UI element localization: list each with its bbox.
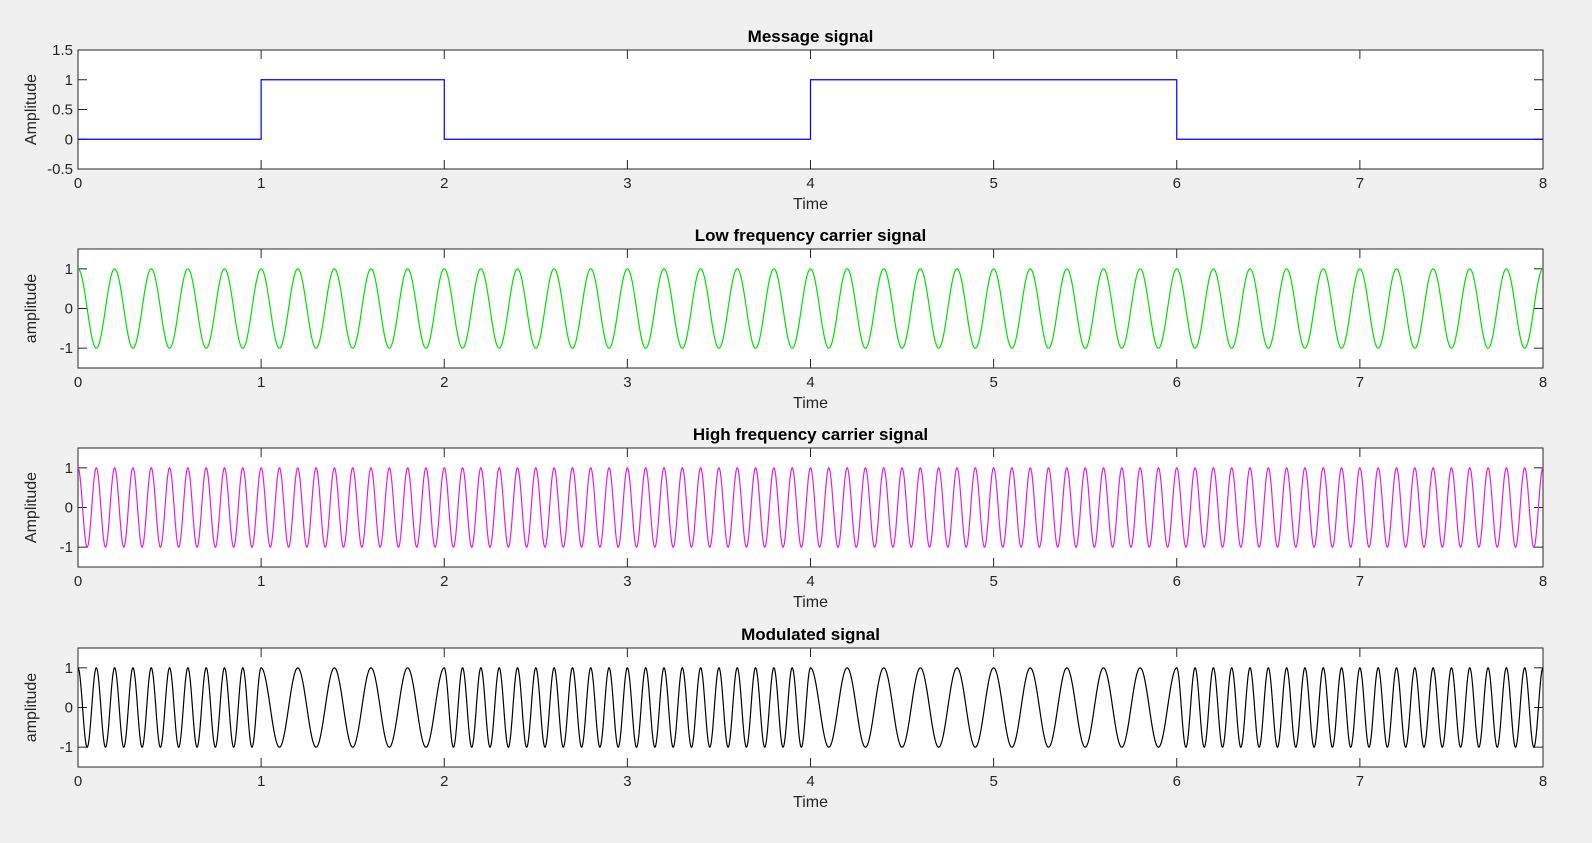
x-tick-label: 4 (806, 773, 814, 790)
plot-area (77, 447, 1544, 568)
x-tick-label: 8 (1539, 175, 1547, 192)
x-tick-label: 0 (74, 573, 82, 590)
y-tick-label: 1.5 (52, 42, 73, 59)
x-tick-label: 5 (989, 573, 997, 590)
x-tick-label: 2 (440, 773, 448, 790)
x-tick-label: 7 (1356, 374, 1364, 391)
x-tick-label: 0 (74, 175, 82, 192)
series-line (77, 667, 1544, 748)
y-tick-label: 0 (65, 700, 73, 717)
x-tick-label: 8 (1539, 374, 1547, 391)
x-tick-label: 8 (1539, 773, 1547, 790)
x-tick-label: 7 (1356, 175, 1364, 192)
x-tick-label: 0 (74, 773, 82, 790)
chart-title: Message signal (748, 27, 874, 46)
y-axis-label: Amplitude (23, 472, 40, 543)
x-tick-label: 4 (806, 374, 814, 391)
y-tick-label: -1 (60, 340, 73, 357)
y-axis-label: amplitude (23, 673, 40, 742)
y-tick-label: 1 (65, 72, 73, 89)
x-tick-label: 8 (1539, 573, 1547, 590)
x-tick-label: 3 (623, 773, 631, 790)
y-tick-label: 0 (65, 131, 73, 148)
x-tick-label: 4 (806, 573, 814, 590)
chart-title: Low frequency carrier signal (695, 226, 926, 245)
x-tick-label: 4 (806, 175, 814, 192)
x-tick-label: 1 (257, 374, 265, 391)
x-tick-label: 6 (1173, 773, 1181, 790)
y-axis-label: amplitude (23, 274, 40, 343)
x-tick-label: 3 (623, 175, 631, 192)
y-tick-label: 0 (65, 301, 73, 318)
x-axis-label: Time (793, 196, 828, 213)
x-tick-label: 7 (1356, 573, 1364, 590)
x-tick-label: 5 (989, 374, 997, 391)
y-axis-label: Amplitude (23, 74, 40, 145)
x-tick-label: 2 (440, 374, 448, 391)
x-tick-label: 6 (1173, 374, 1181, 391)
subplot-3: High frequency carrier signal 0 1 2 3 4 5 6 7 8 -1… (23, 425, 1547, 611)
x-tick-label: 5 (989, 773, 997, 790)
x-tick-label: 7 (1356, 773, 1364, 790)
y-tick-label: 0.5 (52, 102, 73, 119)
x-tick-label: 3 (623, 374, 631, 391)
x-tick-label: 2 (440, 175, 448, 192)
y-tick-label: -1 (60, 539, 73, 556)
x-axis-label: Time (793, 794, 828, 811)
x-tick-label: 3 (623, 573, 631, 590)
x-tick-label: 0 (74, 374, 82, 391)
series-line (77, 268, 1544, 349)
x-axis-label: Time (793, 594, 828, 611)
x-tick-label: 2 (440, 573, 448, 590)
series-line (77, 467, 1544, 548)
x-axis-label: Time (793, 395, 828, 412)
chart-title: Modulated signal (741, 625, 880, 644)
x-tick-label: 5 (989, 175, 997, 192)
y-tick-label: 1 (65, 660, 73, 677)
x-tick-label: 6 (1173, 573, 1181, 590)
y-tick-label: -1 (60, 739, 73, 756)
x-tick-label: 1 (257, 773, 265, 790)
series-line (78, 79, 1543, 140)
y-tick-label: -0.5 (47, 161, 73, 178)
x-tick-label: 1 (257, 573, 265, 590)
plot-area (77, 647, 1544, 768)
x-tick-label: 6 (1173, 175, 1181, 192)
y-tick-label: 1 (65, 261, 73, 278)
plot-area (77, 248, 1544, 369)
chart-title: High frequency carrier signal (693, 425, 928, 444)
x-tick-label: 1 (257, 175, 265, 192)
y-tick-label: 0 (65, 500, 73, 517)
y-tick-label: 1 (65, 460, 73, 477)
